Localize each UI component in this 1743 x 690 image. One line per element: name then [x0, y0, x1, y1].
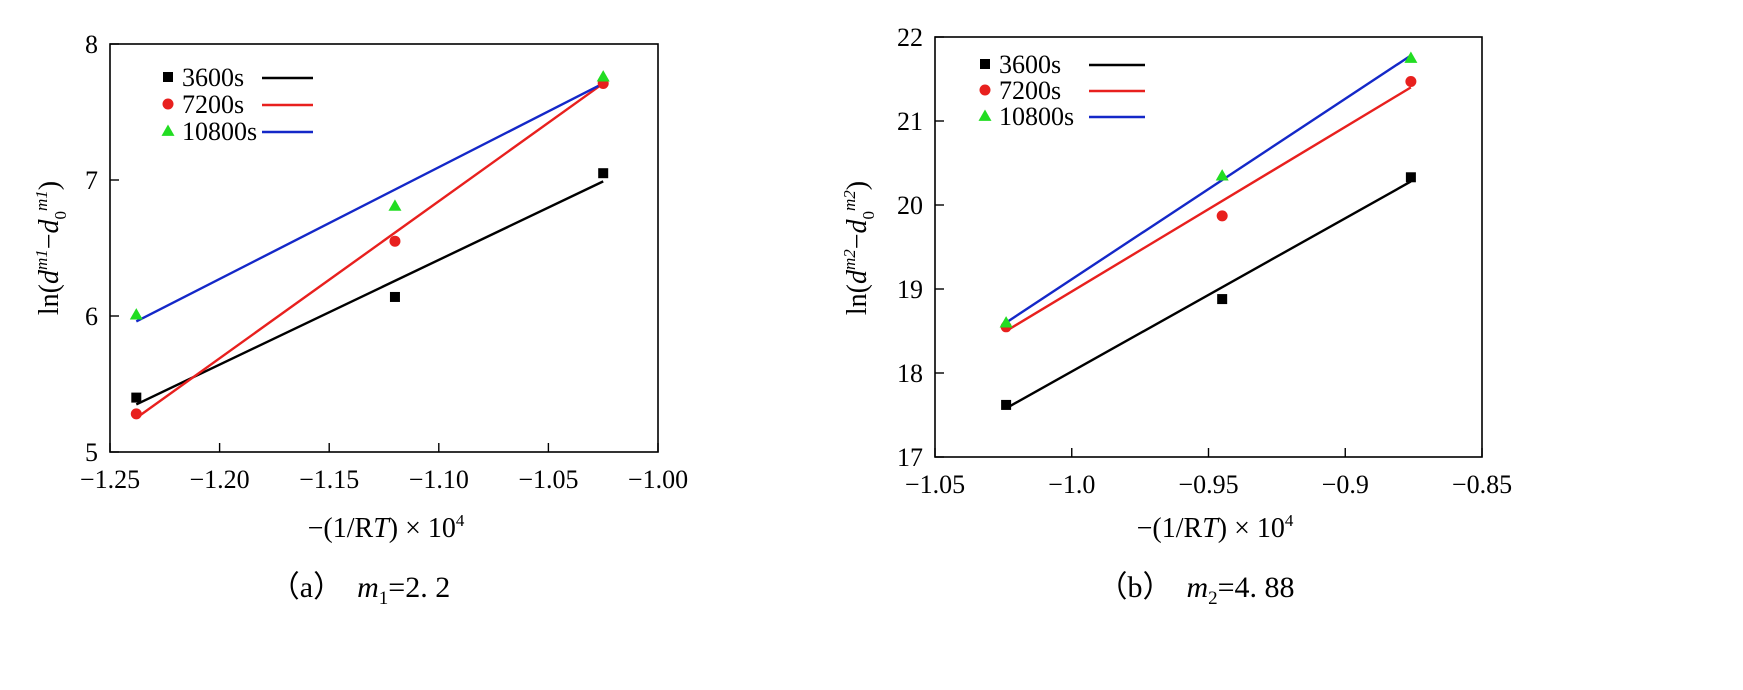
data-points-b — [999, 51, 1418, 410]
chart-panel-a: −1.25 −1.20 −1.15 −1.10 −1.05 −1.00 5 6 7 8 3600s… — [32, 30, 688, 609]
legend-label-7200s: 7200s — [182, 90, 244, 119]
legend-marker-3600s — [163, 72, 173, 82]
data-point-3600s — [131, 392, 142, 403]
data-point-3600s — [1001, 399, 1012, 410]
y-tick-label: 8 — [85, 30, 98, 59]
x-tick-label: −1.05 — [905, 470, 965, 499]
y-tick-label: 6 — [85, 302, 98, 331]
data-point-10800s — [999, 316, 1013, 328]
y-tick-label: 21 — [897, 107, 923, 136]
legend-marker-10800s — [978, 109, 992, 121]
legend-label-3600s: 3600s — [999, 50, 1061, 79]
y-tick-label: 5 — [85, 438, 98, 467]
y-tick-label: 7 — [85, 166, 98, 195]
legend-label-3600s: 3600s — [182, 63, 244, 92]
legend-label-10800s: 10800s — [999, 102, 1074, 131]
x-tick-label: −1.00 — [628, 465, 688, 494]
data-point-10800s — [1215, 169, 1229, 181]
x-tick-label: −1.20 — [190, 465, 250, 494]
x-tick-label: −1.10 — [409, 465, 469, 494]
x-tick-label: −0.9 — [1322, 470, 1369, 499]
y-tick-label: 20 — [897, 191, 923, 220]
x-tick-label: −1.0 — [1048, 470, 1095, 499]
data-point-7200s — [130, 408, 142, 420]
x-axis-label-a: −(1/RT) × 104 — [308, 511, 465, 544]
legend-marker-7200s — [162, 98, 174, 110]
fit-line-7200s — [135, 82, 604, 419]
y-tick-label: 22 — [897, 23, 923, 52]
caption-b: （b） m2=4. 88 — [1097, 571, 1294, 609]
chart-panel-b: −1.05 −1.0 −0.95 −0.9 −0.85 17 18 19 20 21 22 3600… — [840, 23, 1512, 609]
fit-line-10800s — [135, 82, 604, 323]
x-tick-label: −0.85 — [1452, 470, 1512, 499]
y-tick-label: 19 — [897, 275, 923, 304]
data-point-10800s — [129, 308, 143, 320]
legend-label-10800s: 10800s — [182, 117, 257, 146]
ticks-b: −1.05 −1.0 −0.95 −0.9 −0.85 17 18 19 20 21 22 — [897, 23, 1512, 499]
x-tick-label: −1.15 — [299, 465, 359, 494]
data-point-10800s — [1404, 51, 1418, 63]
ticks-a: −1.25 −1.20 −1.15 −1.10 −1.05 −1.00 5 6 7 8 — [80, 30, 688, 494]
data-point-3600s — [389, 291, 400, 302]
data-point-7200s — [389, 235, 401, 247]
x-tick-label: −1.25 — [80, 465, 140, 494]
fit-line-7200s — [1005, 86, 1412, 333]
fit-line-3600s — [135, 180, 604, 406]
data-point-7200s — [1216, 210, 1228, 222]
fit-lines-a — [135, 82, 604, 419]
y-axis-label-b: ln(dm2−d0m2) — [840, 181, 878, 315]
data-point-3600s — [598, 168, 609, 179]
y-axis-label-a: ln(dm1−d0m1) — [32, 181, 70, 315]
fit-line-10800s — [1005, 54, 1412, 324]
legend-marker-10800s — [161, 124, 175, 136]
y-tick-label: 17 — [897, 443, 923, 472]
fit-lines-b — [1005, 54, 1412, 410]
legend-marker-3600s — [980, 59, 990, 69]
data-point-7200s — [1405, 76, 1417, 88]
legend-label-7200s: 7200s — [999, 76, 1061, 105]
data-point-10800s — [388, 199, 402, 211]
fit-line-3600s — [1005, 180, 1412, 410]
data-point-3600s — [1217, 294, 1228, 305]
caption-a: （a） m1=2. 2 — [270, 571, 450, 609]
data-point-3600s — [1405, 172, 1416, 183]
data-point-10800s — [596, 70, 610, 82]
x-axis-label-b: −(1/RT) × 104 — [1137, 511, 1294, 544]
x-tick-label: −1.05 — [518, 465, 578, 494]
x-tick-label: −0.95 — [1178, 470, 1238, 499]
legend-marker-7200s — [979, 84, 991, 96]
plot-frame-a — [109, 43, 659, 453]
y-tick-label: 18 — [897, 359, 923, 388]
data-points-a — [129, 70, 610, 420]
